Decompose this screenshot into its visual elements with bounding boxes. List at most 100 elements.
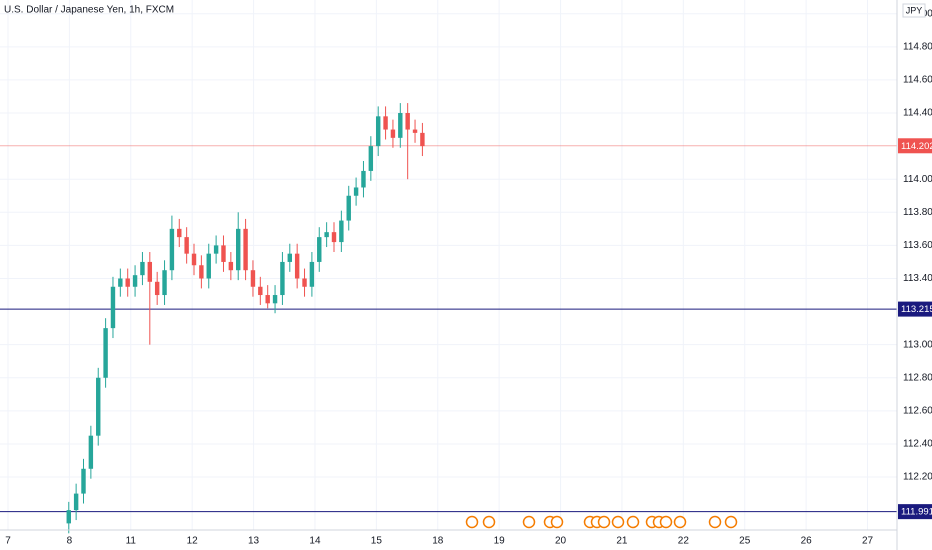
candle-body — [353, 187, 359, 196]
currency-label: JPY — [906, 5, 923, 15]
x-tick-label: 25 — [739, 536, 751, 547]
candle-body — [280, 261, 285, 296]
x-tick-label: 19 — [494, 536, 506, 547]
level-badge — [898, 301, 932, 317]
event-icon[interactable] — [724, 515, 738, 529]
event-icon[interactable] — [550, 515, 564, 529]
candle-body — [154, 281, 160, 296]
candle-body — [258, 286, 263, 296]
x-tick-label: 12 — [187, 536, 199, 547]
level-label: 114.202 — [901, 141, 932, 152]
candle-body — [147, 261, 153, 282]
candle-body — [383, 116, 388, 130]
level-label: 111.991 — [901, 507, 932, 518]
candle-body — [73, 493, 79, 511]
x-tick-label: 14 — [309, 536, 321, 547]
event-icon[interactable] — [597, 515, 611, 529]
x-tick-label: 20 — [555, 536, 567, 547]
candle-body — [169, 228, 175, 271]
candle-body — [96, 377, 101, 436]
candle-body — [228, 261, 234, 271]
candle-body — [361, 170, 366, 188]
candle-body — [272, 295, 278, 304]
candle-body — [405, 113, 410, 130]
y-tick-label: 113.000 — [903, 339, 932, 350]
candle-body — [265, 295, 270, 304]
event-icon[interactable] — [611, 515, 625, 529]
y-tick-label: 112.600 — [903, 406, 932, 417]
y-tick-label: 112.400 — [903, 439, 932, 450]
candle-body — [294, 253, 300, 279]
candle-body — [199, 265, 204, 279]
candle-body — [331, 232, 337, 243]
y-tick-label: 114.400 — [903, 108, 932, 119]
candle-body — [184, 237, 189, 254]
y-tick-label: 114.800 — [903, 41, 932, 52]
candle-body — [317, 237, 322, 262]
candle-body — [243, 228, 248, 271]
event-icon[interactable] — [659, 515, 673, 529]
candle-body — [287, 253, 293, 262]
candle-body — [375, 116, 381, 147]
event-icon[interactable] — [522, 515, 536, 529]
chart-title: U.S. Dollar / Japanese Yen, 1h, FXCM — [4, 5, 174, 16]
level-label: 113.215 — [901, 304, 932, 315]
candle-body — [132, 275, 138, 287]
candle-body — [81, 468, 86, 494]
x-tick-label: 7 — [5, 536, 11, 547]
y-tick-label: 114.600 — [903, 75, 932, 86]
candle-body — [221, 245, 226, 262]
candle-body — [236, 228, 241, 271]
axes: 112.200 112.400 112.600 112.800 113.000 113.4… — [5, 8, 932, 547]
event-icon[interactable] — [626, 515, 640, 529]
x-tick-label: 11 — [126, 536, 137, 547]
candle-body — [103, 328, 108, 378]
candle-body — [339, 220, 344, 243]
x-tick-label: 15 — [371, 536, 383, 547]
candle-body — [390, 129, 396, 138]
x-tick-label: 27 — [862, 536, 874, 547]
candle-body — [250, 270, 256, 287]
event-icon[interactable] — [673, 515, 687, 529]
event-icon[interactable] — [482, 515, 496, 529]
candle-body — [412, 129, 418, 133]
event-icon[interactable] — [465, 515, 479, 529]
candle-body — [118, 278, 123, 287]
candle-body — [420, 132, 425, 147]
y-tick-label: 114.000 — [903, 174, 932, 185]
x-tick-label: 18 — [432, 536, 444, 547]
price-axis — [897, 0, 932, 550]
event-icon[interactable] — [708, 515, 722, 529]
candle-body — [213, 245, 219, 254]
candle-body — [125, 278, 130, 287]
candle-body — [88, 435, 94, 469]
level-badge — [898, 504, 932, 520]
candle-body — [206, 253, 211, 279]
candle-body — [368, 146, 374, 171]
y-tick-label: 112.800 — [903, 372, 932, 383]
x-tick-label: 21 — [616, 536, 628, 547]
candle-body — [66, 510, 71, 524]
candles — [66, 103, 425, 534]
y-tick-label: 113.800 — [903, 207, 932, 218]
level-badge — [898, 138, 932, 154]
x-tick-label: 26 — [801, 536, 813, 547]
x-tick-label: 22 — [678, 536, 690, 547]
x-tick-label: 8 — [67, 536, 73, 547]
candle-body — [140, 261, 145, 276]
candle-body — [346, 195, 351, 221]
y-tick-label: 112.200 — [903, 472, 932, 483]
currency-box[interactable] — [902, 3, 926, 18]
candle-body — [110, 286, 116, 329]
y-tick-label: 113.600 — [903, 240, 932, 251]
x-tick-label: 13 — [248, 536, 260, 547]
candle-body — [162, 270, 167, 296]
candle-body — [177, 228, 182, 238]
candle-body — [191, 253, 197, 266]
candle-body — [398, 113, 403, 138]
candle-body — [324, 232, 329, 238]
event-icons — [465, 515, 738, 529]
